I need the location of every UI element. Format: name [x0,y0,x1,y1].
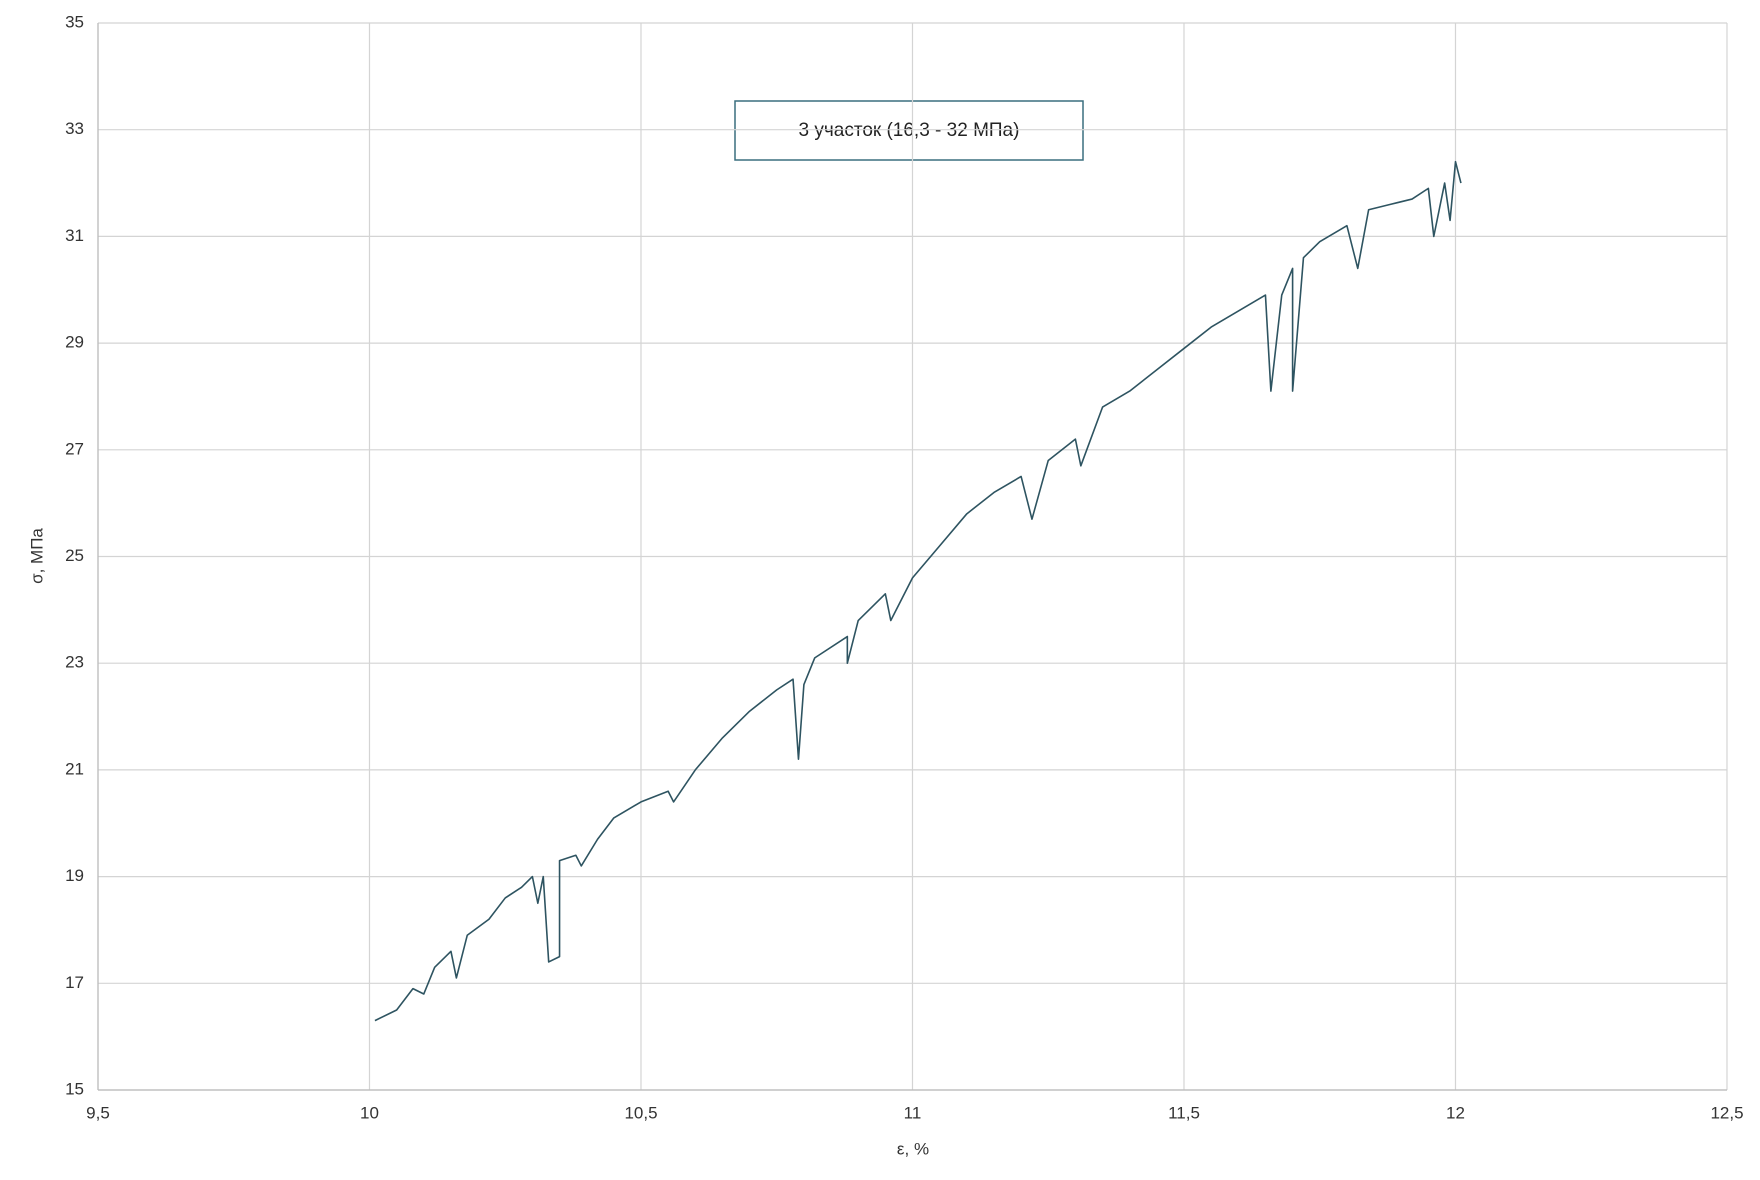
y-tick-label: 17 [65,973,84,992]
y-tick-label: 27 [65,439,84,458]
y-tick-label: 29 [65,333,84,352]
y-tick-label: 19 [65,866,84,885]
data-line [374,160,1462,1022]
x-axis-label: ε, % [897,1139,929,1158]
y-tick-label: 31 [65,226,84,245]
annotation: 3 участок (16,3 - 32 МПа) [799,120,1020,141]
y-tick-label: 15 [65,1079,84,1098]
y-tick-label: 21 [65,759,84,778]
x-tick-label: 9,5 [86,1103,110,1122]
x-tick-label: 10 [360,1103,379,1122]
x-tick-label: 12,5 [1710,1103,1743,1122]
y-tick-label: 23 [65,653,84,672]
y-tick-label: 35 [65,12,84,31]
x-tick-label: 11 [904,1103,922,1122]
y-axis-label: σ, МПа [27,528,46,584]
x-tick-label: 12 [1446,1103,1465,1122]
annotation-box [734,100,1084,161]
x-tick-label: 10,5 [624,1103,657,1122]
y-tick-label: 25 [65,546,84,565]
x-tick-label: 11,5 [1168,1103,1200,1122]
y-tick-label: 33 [65,119,84,138]
